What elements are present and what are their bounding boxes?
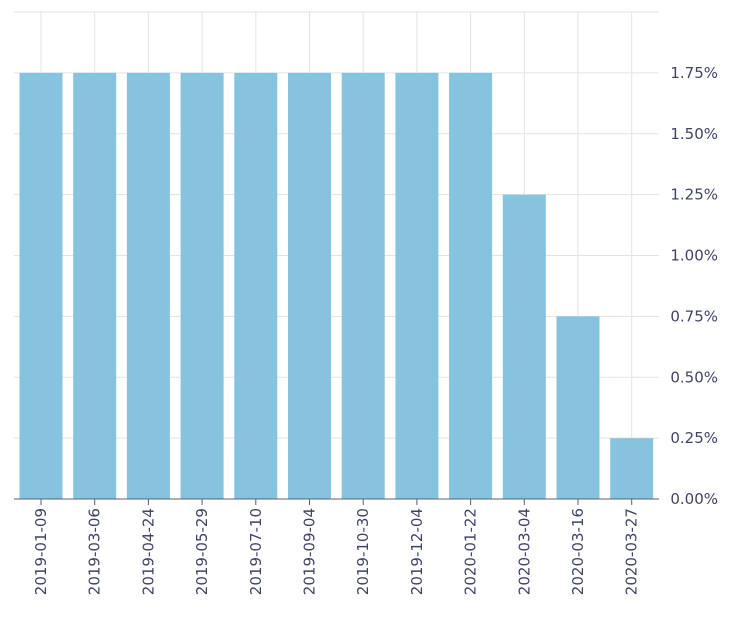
- bar: [449, 72, 493, 499]
- y-tick-label: 0.25%: [670, 429, 718, 447]
- bar: [502, 194, 546, 499]
- x-tick-label: 2019-03-06: [86, 508, 104, 595]
- y-tick-label: 1.50%: [670, 125, 718, 143]
- y-tick-label: 0.50%: [670, 368, 718, 386]
- x-tick-label: 2019-09-04: [301, 508, 319, 595]
- bar: [126, 72, 170, 499]
- y-tick-label: 0.75%: [670, 307, 718, 325]
- y-tick-label: 1.75%: [670, 64, 718, 82]
- x-tick-label: 2020-03-16: [569, 508, 587, 595]
- x-tick-label: 2020-03-27: [623, 508, 641, 595]
- x-tick-label: 2019-01-09: [32, 508, 50, 595]
- y-axis-ticks: 0.00% 0.25% 0.50% 0.75% 1.00% 1.25% 1.50% 1.75%: [670, 64, 718, 508]
- bar: [341, 72, 385, 499]
- x-tick-label: 2020-03-04: [515, 508, 533, 595]
- axes: [14, 498, 659, 505]
- y-tick-label: 1.25%: [670, 186, 718, 204]
- y-tick-label: 1.00%: [670, 247, 718, 265]
- bar: [610, 438, 654, 499]
- bar: [73, 72, 117, 499]
- x-tick-label: 2019-07-10: [247, 508, 265, 595]
- bars: [19, 72, 654, 499]
- x-tick-label: 2019-10-30: [354, 508, 372, 595]
- x-tick-label: 2019-12-04: [408, 508, 426, 595]
- bar: [395, 72, 439, 499]
- bar: [556, 316, 600, 499]
- y-tick-label: 0.00%: [670, 490, 718, 508]
- bar: [19, 72, 63, 499]
- bar: [180, 72, 224, 499]
- x-tick-label: 2019-04-24: [139, 508, 157, 595]
- bar: [288, 72, 331, 499]
- x-axis-ticks: 2019-01-09 2019-03-06 2019-04-24 2019-05-29…: [32, 508, 641, 595]
- x-tick-label: 2019-05-29: [193, 508, 211, 595]
- bar: [234, 72, 278, 499]
- x-tick-label: 2020-01-22: [462, 508, 480, 595]
